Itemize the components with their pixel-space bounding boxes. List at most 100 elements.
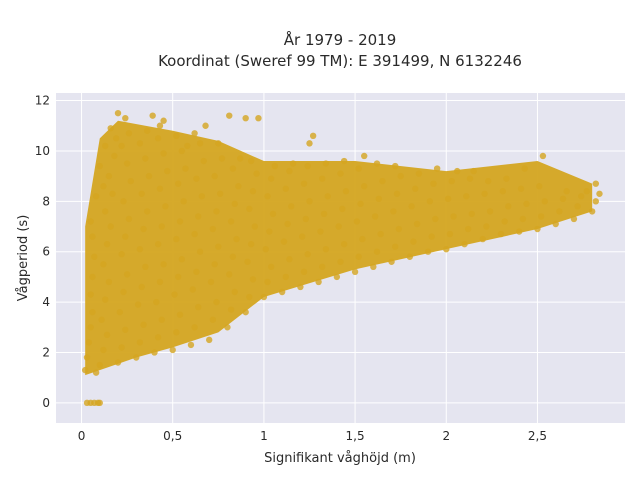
scatter-point bbox=[370, 263, 377, 271]
scatter-point bbox=[138, 283, 145, 291]
scatter-point bbox=[395, 225, 403, 233]
x-axis-ticks: 0 0,5 1 1,5 2 2,5 bbox=[78, 429, 547, 443]
scatter-point bbox=[304, 162, 311, 170]
scatter-point bbox=[154, 135, 162, 142]
scatter-point bbox=[200, 157, 207, 165]
scatter-points bbox=[81, 109, 603, 407]
scatter-point bbox=[211, 172, 218, 180]
scatter-point bbox=[153, 298, 160, 306]
scatter-point bbox=[375, 195, 382, 203]
scatter-point bbox=[247, 240, 255, 248]
scatter-point bbox=[116, 308, 124, 316]
scatter-point bbox=[136, 140, 144, 147]
scatter-point bbox=[260, 293, 268, 301]
scatter-point bbox=[413, 220, 421, 228]
scatter-point bbox=[539, 152, 547, 160]
scatter-point bbox=[466, 175, 474, 182]
scatter-point bbox=[443, 245, 450, 253]
scatter-point bbox=[96, 162, 103, 170]
scatter-point bbox=[246, 293, 253, 301]
scatter-point bbox=[100, 261, 107, 268]
scatter-point bbox=[284, 220, 291, 228]
scatter-point bbox=[209, 316, 217, 323]
scatter-point bbox=[317, 228, 324, 235]
scatter-point bbox=[355, 253, 362, 260]
scatter-point bbox=[187, 341, 195, 349]
y-tick-label: 10 bbox=[35, 144, 50, 158]
scatter-point bbox=[432, 215, 439, 223]
y-tick-label: 2 bbox=[42, 345, 50, 359]
scatter-point bbox=[537, 213, 545, 220]
density-cloud bbox=[85, 120, 593, 376]
scatter-point bbox=[463, 193, 470, 200]
scatter-point bbox=[246, 205, 253, 213]
scatter-point bbox=[269, 210, 277, 218]
scatter-point bbox=[102, 208, 109, 215]
x-axis-title: Signifikant våghöjd (m) bbox=[264, 451, 416, 466]
scatter-point bbox=[485, 177, 492, 185]
scatter-point bbox=[433, 165, 441, 172]
scatter-point bbox=[592, 180, 600, 187]
scatter-point bbox=[169, 346, 176, 354]
chart-title-line-2: Koordinat (Sweref 99 TM): E 391499, N 61… bbox=[158, 52, 522, 70]
scatter-point bbox=[505, 203, 512, 210]
scatter-point bbox=[114, 109, 122, 117]
scatter-point bbox=[87, 291, 94, 298]
scatter-point bbox=[340, 240, 348, 248]
scatter-point bbox=[282, 185, 289, 192]
scatter-point bbox=[299, 233, 306, 240]
scatter-point bbox=[570, 215, 578, 223]
scatter-point bbox=[89, 273, 96, 281]
scatter-point bbox=[519, 215, 527, 223]
scatter-point bbox=[151, 349, 158, 356]
scatter-point bbox=[105, 278, 113, 286]
chart-title-line-1: År 1979 - 2019 bbox=[284, 30, 397, 49]
scatter-point bbox=[373, 248, 381, 255]
scatter-point bbox=[118, 251, 125, 258]
scatter-point bbox=[174, 273, 182, 281]
scatter-point bbox=[102, 142, 109, 150]
scatter-point bbox=[224, 324, 231, 331]
scatter-point bbox=[373, 160, 381, 167]
scatter-point bbox=[87, 218, 94, 225]
scatter-point bbox=[193, 175, 200, 182]
scatter-point bbox=[319, 263, 326, 271]
scatter-point bbox=[251, 223, 258, 230]
scatter-point bbox=[319, 175, 326, 182]
scatter-point bbox=[339, 205, 346, 213]
scatter-point bbox=[390, 208, 397, 215]
scatter-point bbox=[266, 228, 273, 235]
scatter-point bbox=[486, 208, 494, 215]
scatter-point bbox=[286, 167, 293, 175]
scatter-point bbox=[521, 165, 528, 172]
scatter-point bbox=[315, 278, 322, 286]
scatter-point bbox=[342, 188, 350, 195]
scatter-point bbox=[377, 230, 384, 238]
scatter-point bbox=[371, 213, 379, 220]
scatter-point bbox=[122, 114, 129, 122]
scatter-point bbox=[481, 190, 488, 197]
scatter-point bbox=[120, 198, 127, 205]
scatter-point bbox=[143, 127, 151, 134]
scatter-point bbox=[249, 276, 257, 283]
scatter-point bbox=[227, 306, 235, 313]
scatter-point bbox=[231, 200, 238, 208]
scatter-point bbox=[271, 162, 279, 170]
scatter-point bbox=[559, 195, 567, 203]
scatter-point bbox=[156, 278, 164, 286]
scatter-point bbox=[173, 329, 180, 336]
x-tick-label: 2 bbox=[442, 429, 450, 443]
scatter-point bbox=[154, 240, 162, 248]
x-tick-label: 0,5 bbox=[163, 429, 182, 443]
scatter-point bbox=[191, 130, 198, 137]
scatter-point bbox=[588, 208, 596, 215]
scatter-point bbox=[324, 193, 331, 200]
scatter-point bbox=[100, 346, 107, 354]
y-axis-title: Vågperiod (s) bbox=[16, 215, 31, 302]
scatter-point bbox=[176, 218, 184, 225]
scatter-point bbox=[388, 258, 395, 265]
scatter-point bbox=[302, 215, 310, 223]
scatter-point bbox=[306, 140, 313, 147]
scatter-point bbox=[297, 283, 304, 291]
